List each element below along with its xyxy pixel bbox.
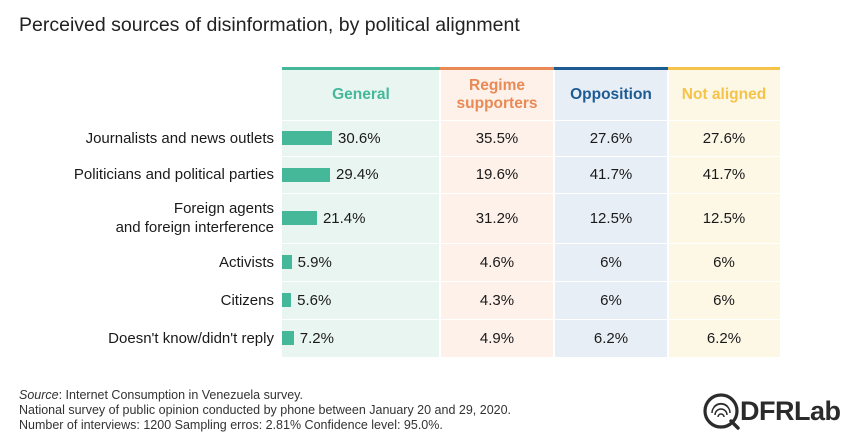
cell-not_aligned: 12.5% <box>702 209 746 227</box>
general-value-label: 30.6% <box>338 129 381 147</box>
cell-not_aligned: 6% <box>713 291 735 309</box>
text-line: supporters <box>456 95 538 112</box>
text-line: Regime <box>469 77 525 94</box>
text-line: Journalists and news outlets <box>85 129 274 147</box>
row-divider <box>282 243 780 244</box>
row-label: Foreign agents and foreign interference <box>0 193 274 243</box>
general-value-label: 7.2% <box>299 329 334 347</box>
cell-regime: 4.9% <box>479 329 515 347</box>
text-line: Politicians and political parties <box>73 166 274 183</box>
general-bar <box>282 255 292 269</box>
general-bar <box>282 131 332 145</box>
row-label-text: Journalists and news outlets <box>86 129 274 148</box>
text-line: and foreign interference <box>115 219 274 236</box>
row-divider <box>282 193 780 194</box>
general-bar <box>282 167 331 182</box>
fingerprint-icon <box>703 393 740 430</box>
row-divider <box>282 120 780 121</box>
general-bar <box>282 211 317 225</box>
general-value-label: 29.4% <box>336 166 379 183</box>
text-line: Doesn't know/didn't reply <box>108 329 274 347</box>
text-line: Not aligned <box>681 86 767 103</box>
column-header-regime: Regime supporters <box>440 70 554 120</box>
column-header-label: Not aligned <box>682 86 766 104</box>
cell-opposition: 27.6% <box>589 129 633 147</box>
general-value-label: 5.6% <box>297 291 332 309</box>
column-regime-accent <box>440 67 554 70</box>
general-bar <box>282 331 294 345</box>
text-line: Opposition <box>570 86 652 103</box>
column-general-accent <box>282 67 440 70</box>
cell-regime: 4.3% <box>479 291 515 309</box>
column-header-label: Regime supporters <box>457 77 538 113</box>
general-bar <box>282 293 292 307</box>
cell-not_aligned: 6.2% <box>706 329 742 347</box>
column-header-label: General <box>332 86 390 104</box>
row-label-text: Doesn't know/didn't reply <box>108 329 274 348</box>
row-label: Activists <box>0 243 274 281</box>
cell-regime: 4.6% <box>479 253 515 271</box>
cell-opposition: 6.2% <box>593 329 629 347</box>
source-text: : Internet Consumption in Venezuela surv… <box>58 388 303 402</box>
cell-opposition: 6% <box>600 253 622 271</box>
cell-opposition: 12.5% <box>589 209 633 227</box>
source-label: Source <box>19 388 59 402</box>
row-label-text: Politicians and political parties <box>74 165 274 184</box>
row-label-text: Activists <box>219 253 274 272</box>
row-divider <box>282 156 780 157</box>
column-header-opposition: Opposition <box>554 70 668 120</box>
column-header-label: Opposition <box>570 86 652 104</box>
cell-regime: 19.6% <box>475 166 519 183</box>
cell-not_aligned: 41.7% <box>702 166 746 183</box>
text-line: Citizens <box>220 291 274 309</box>
column-opposition-background <box>554 67 668 357</box>
column-opposition-accent <box>554 67 668 70</box>
logo-text: DFRLab <box>740 395 841 426</box>
row-label-text: Foreign agents and foreign interference <box>116 199 274 237</box>
dfrlab-logo: DFRLab <box>702 388 842 434</box>
column-separator <box>439 70 441 357</box>
column-separator <box>667 70 669 357</box>
column-separator <box>553 70 555 357</box>
row-label: Doesn't know/didn't reply <box>0 319 274 357</box>
cell-opposition: 41.7% <box>589 166 633 183</box>
footer-method: National survey of public opinion conduc… <box>19 403 512 417</box>
chart-title: Perceived sources of disinformation, by … <box>19 14 520 36</box>
text-line: General <box>332 86 390 103</box>
column-header-general: General <box>282 70 440 120</box>
footer-sample: Number of interviews: 1200 Sampling erro… <box>19 418 443 432</box>
cell-not_aligned: 6% <box>713 253 735 271</box>
cell-opposition: 6% <box>600 291 622 309</box>
row-divider <box>282 319 780 320</box>
column-regime-background <box>440 67 554 357</box>
row-label: Citizens <box>0 281 274 319</box>
column-not_aligned-background <box>668 67 780 357</box>
row-label-text: Citizens <box>221 291 274 310</box>
row-label: Politicians and political parties <box>0 156 274 193</box>
text-line: Activists <box>218 253 274 271</box>
general-value-label: 21.4% <box>322 209 366 227</box>
cell-regime: 35.5% <box>475 129 519 147</box>
row-divider <box>282 281 780 282</box>
text-line: Foreign agents <box>173 200 274 217</box>
row-label: Journalists and news outlets <box>0 120 274 156</box>
column-not_aligned-accent <box>668 67 780 70</box>
column-header-not_aligned: Not aligned <box>668 70 780 120</box>
footer-source: Source: Internet Consumption in Venezuel… <box>19 388 303 403</box>
cell-regime: 31.2% <box>475 209 519 227</box>
cell-not_aligned: 27.6% <box>702 129 746 147</box>
general-value-label: 5.9% <box>297 253 332 271</box>
